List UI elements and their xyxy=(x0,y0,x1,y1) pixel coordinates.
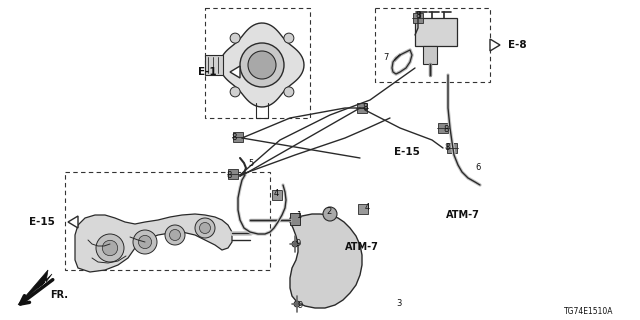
Text: 9: 9 xyxy=(295,239,300,249)
Circle shape xyxy=(230,33,240,43)
Circle shape xyxy=(284,33,294,43)
Bar xyxy=(205,8,310,118)
Circle shape xyxy=(102,240,118,256)
Text: E-15: E-15 xyxy=(29,217,55,227)
Circle shape xyxy=(195,218,215,238)
Circle shape xyxy=(96,234,124,262)
Text: 4: 4 xyxy=(274,188,279,197)
Text: 7: 7 xyxy=(383,53,388,62)
Bar xyxy=(415,18,457,46)
Polygon shape xyxy=(230,66,240,78)
Bar xyxy=(228,169,238,179)
Circle shape xyxy=(294,301,300,307)
Bar xyxy=(205,55,223,75)
Text: E-1: E-1 xyxy=(198,67,217,77)
Bar xyxy=(438,123,448,133)
Circle shape xyxy=(170,229,180,241)
Text: 8: 8 xyxy=(415,11,420,20)
Circle shape xyxy=(248,51,276,79)
Bar xyxy=(423,46,437,64)
Bar xyxy=(233,132,243,142)
Text: 9: 9 xyxy=(297,300,302,309)
Bar xyxy=(65,172,270,270)
Bar xyxy=(357,103,367,113)
Text: E-8: E-8 xyxy=(508,40,527,50)
Circle shape xyxy=(284,87,294,97)
Text: 1: 1 xyxy=(296,211,301,220)
Circle shape xyxy=(138,236,152,249)
Bar xyxy=(358,204,368,214)
Text: 8: 8 xyxy=(227,171,232,180)
Circle shape xyxy=(240,43,284,87)
Text: 4: 4 xyxy=(365,203,371,212)
Text: 3: 3 xyxy=(396,300,401,308)
Text: 8: 8 xyxy=(443,125,449,134)
Text: 8: 8 xyxy=(232,133,237,142)
Text: 8: 8 xyxy=(445,143,450,153)
Polygon shape xyxy=(68,216,78,228)
Polygon shape xyxy=(290,214,362,308)
Text: TG74E1510A: TG74E1510A xyxy=(563,308,613,316)
Circle shape xyxy=(230,87,240,97)
Polygon shape xyxy=(490,39,500,51)
Circle shape xyxy=(133,230,157,254)
Circle shape xyxy=(165,225,185,245)
Polygon shape xyxy=(18,270,52,305)
Bar xyxy=(272,190,282,200)
Polygon shape xyxy=(75,214,232,272)
Text: FR.: FR. xyxy=(50,290,68,300)
Bar xyxy=(375,8,490,82)
Text: 8: 8 xyxy=(362,103,367,113)
Text: 2: 2 xyxy=(326,207,332,217)
Bar xyxy=(413,13,423,23)
Text: ATM-7: ATM-7 xyxy=(446,210,480,220)
Bar xyxy=(290,213,300,225)
Circle shape xyxy=(200,222,211,234)
Circle shape xyxy=(323,207,337,221)
Text: ATM-7: ATM-7 xyxy=(345,242,379,252)
Text: E-15: E-15 xyxy=(394,147,420,157)
Polygon shape xyxy=(220,23,304,107)
Text: 5: 5 xyxy=(248,158,253,167)
Bar xyxy=(447,143,457,153)
Text: 6: 6 xyxy=(475,164,481,172)
Circle shape xyxy=(292,241,298,247)
